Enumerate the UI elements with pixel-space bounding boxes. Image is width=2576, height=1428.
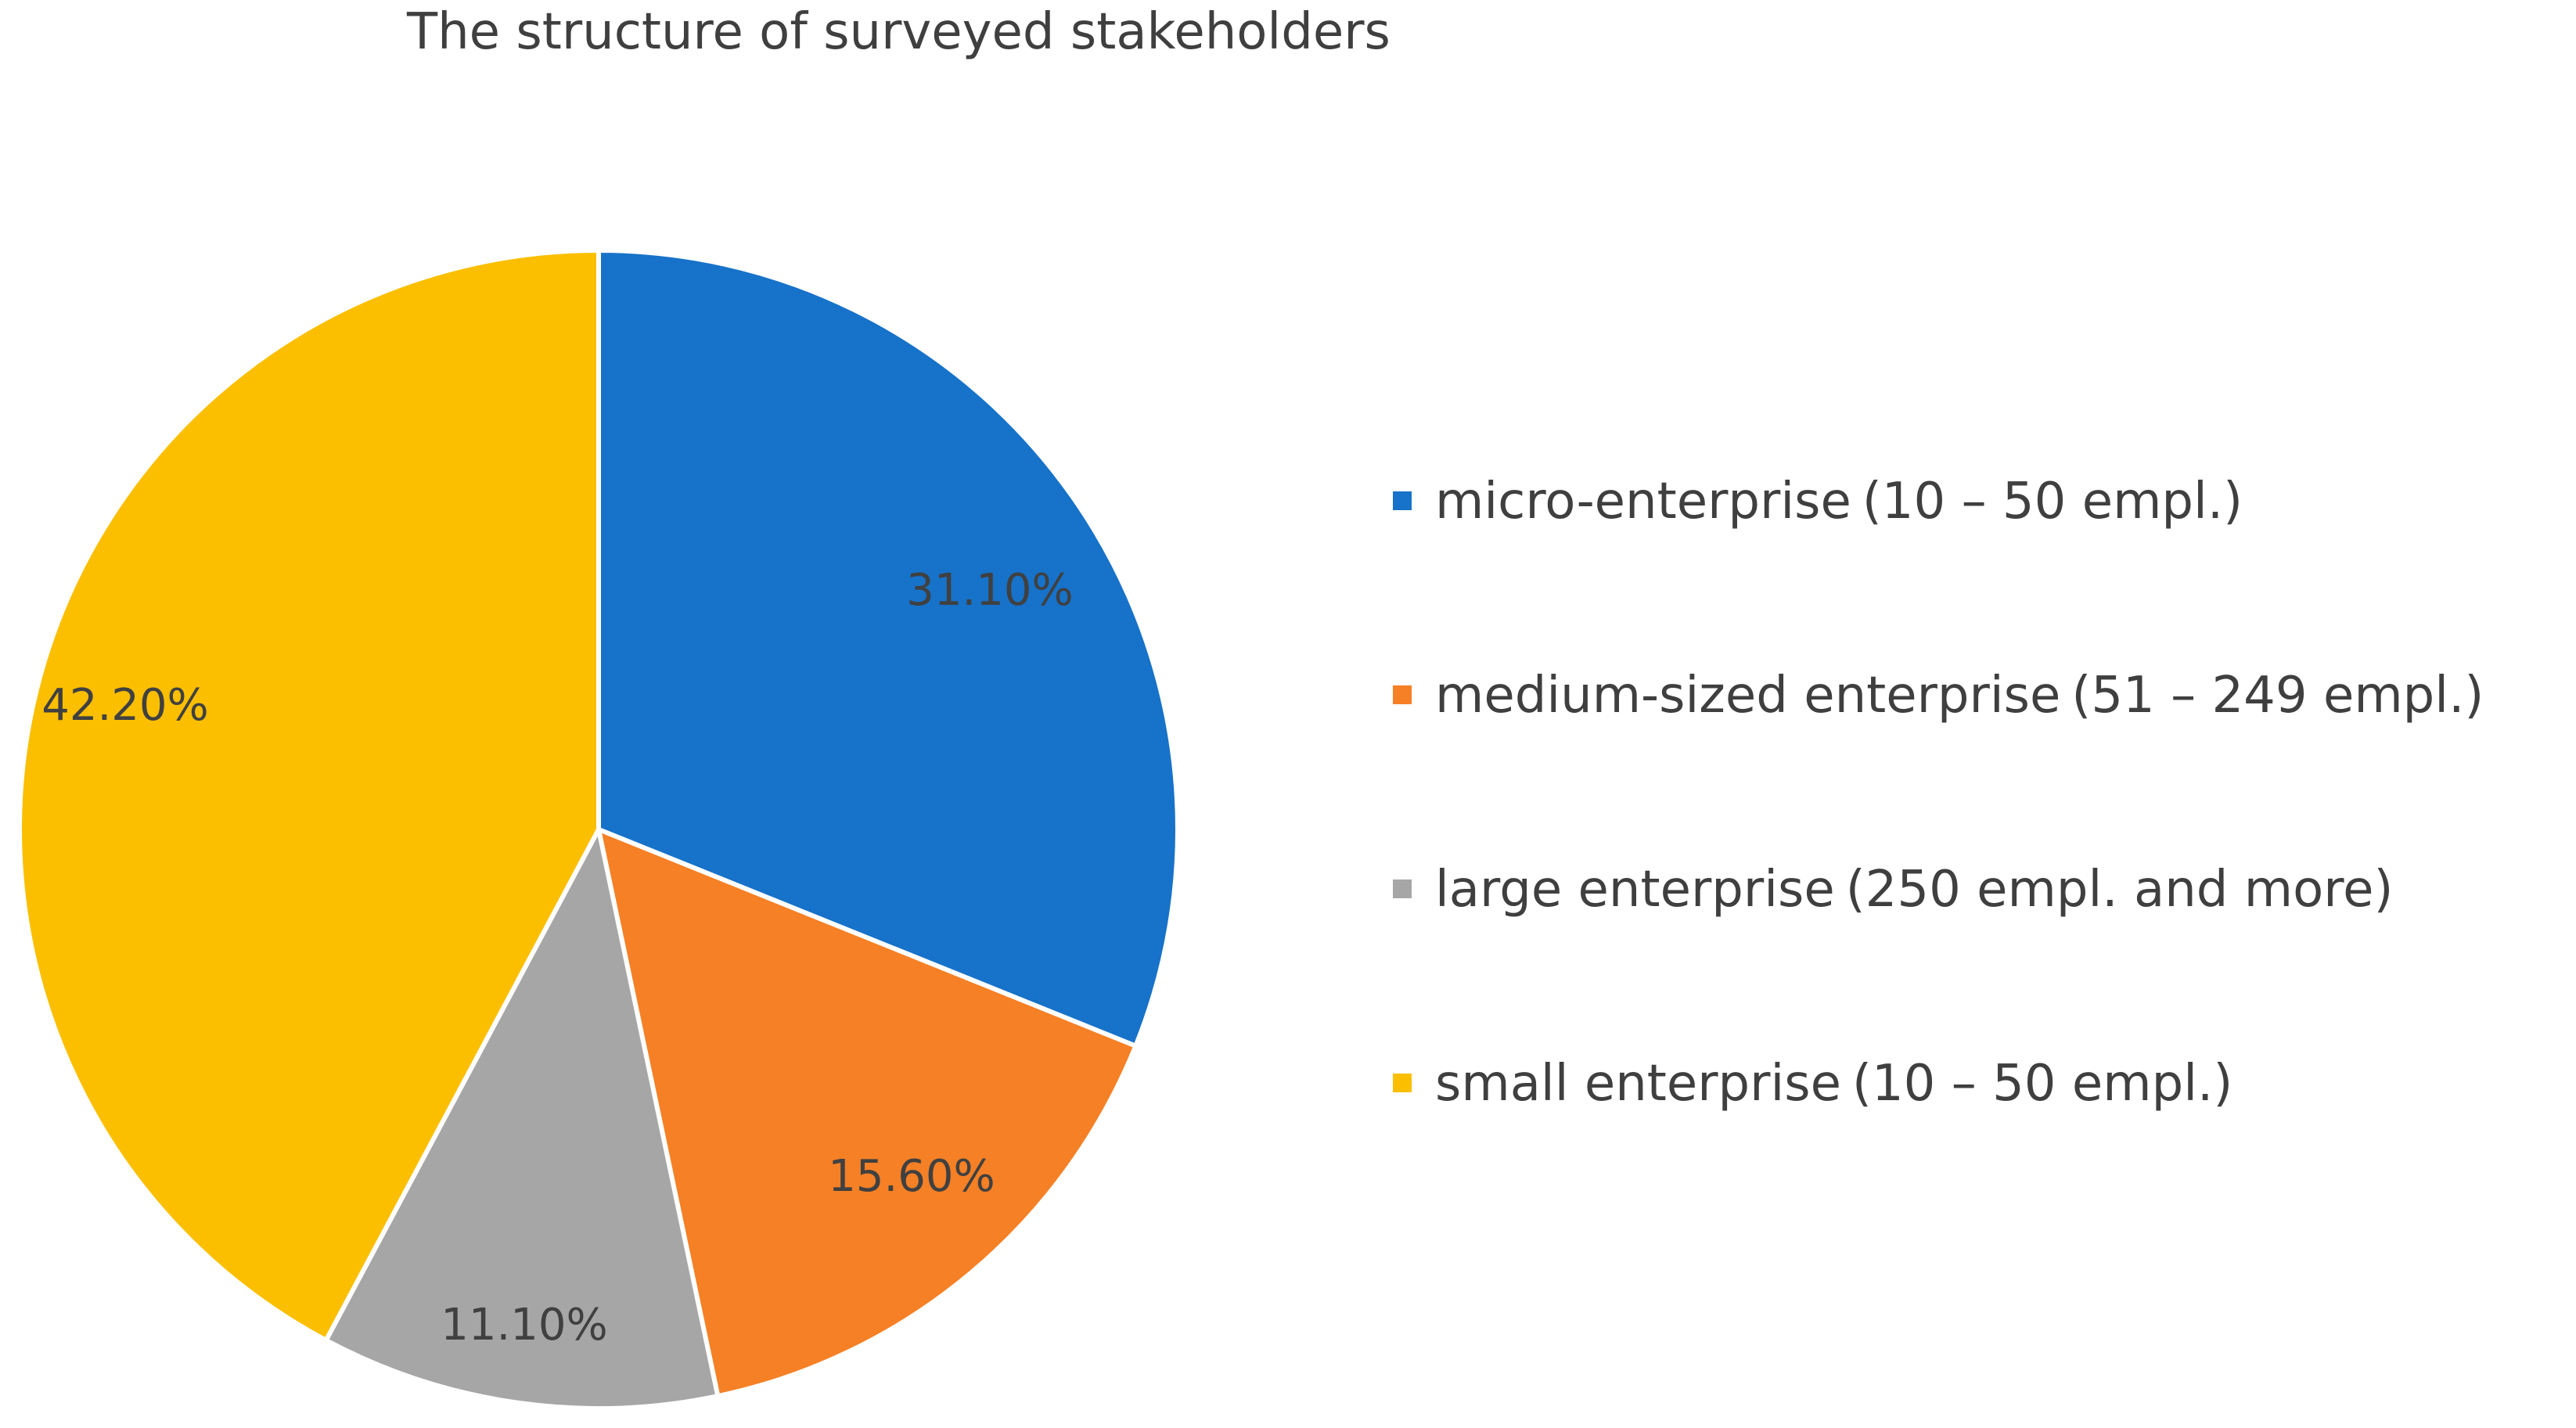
legend-label-4: small enterprise (10 – 50 empl.) xyxy=(1435,1055,2232,1113)
legend-item-3: large enterprise (250 empl. and more) xyxy=(1393,861,2393,919)
pie-slice-3 xyxy=(323,827,721,1411)
legend-item-1: micro-enterprise (10 – 50 empl.) xyxy=(1393,473,2243,531)
legend-swatch-3 xyxy=(1393,879,1412,898)
legend-label-3: large enterprise (250 empl. and more) xyxy=(1435,861,2393,919)
data-label-1: 31.10% xyxy=(906,565,1074,616)
legend-label-main: micro-enterprise xyxy=(1435,473,1851,531)
data-label-3: 11.10% xyxy=(441,1300,608,1351)
legend-swatch-2 xyxy=(1393,685,1412,704)
data-label-2: 15.60% xyxy=(828,1151,995,1202)
legend-label-main: small enterprise xyxy=(1435,1055,1841,1113)
data-label-4: 42.20% xyxy=(41,680,209,731)
legend-item-4: small enterprise (10 – 50 empl.) xyxy=(1393,1055,2232,1113)
legend-label-detail: (10 – 50 empl.) xyxy=(1862,473,2243,531)
pie-slice-4 xyxy=(17,248,601,1343)
legend-label-1: micro-enterprise (10 – 50 empl.) xyxy=(1435,473,2243,531)
chart-title: The structure of surveyed stakeholders xyxy=(406,3,1391,61)
legend-label-detail: (51 – 249 empl.) xyxy=(2071,667,2484,725)
legend-swatch-4 xyxy=(1393,1074,1412,1092)
legend-label-main: large enterprise xyxy=(1435,861,1835,919)
legend-label-2: medium-sized enterprise (51 – 249 empl.) xyxy=(1435,667,2484,725)
pie-slice-1 xyxy=(596,248,1180,1049)
legend-label-detail: (250 empl. and more) xyxy=(1846,861,2394,919)
legend-swatch-1 xyxy=(1393,491,1412,510)
data-labels: 31.10% 15.60% 11.10% 42.20% xyxy=(41,565,1074,1351)
legend-label-main: medium-sized enterprise xyxy=(1435,667,2060,725)
pie-slices xyxy=(17,248,1180,1411)
legend-item-2: medium-sized enterprise (51 – 249 empl.) xyxy=(1393,667,2484,725)
legend: micro-enterprise (10 – 50 empl.)medium-si… xyxy=(1393,473,2484,1113)
legend-label-detail: (10 – 50 empl.) xyxy=(1852,1055,2232,1113)
pie-slice-2 xyxy=(596,827,1139,1399)
